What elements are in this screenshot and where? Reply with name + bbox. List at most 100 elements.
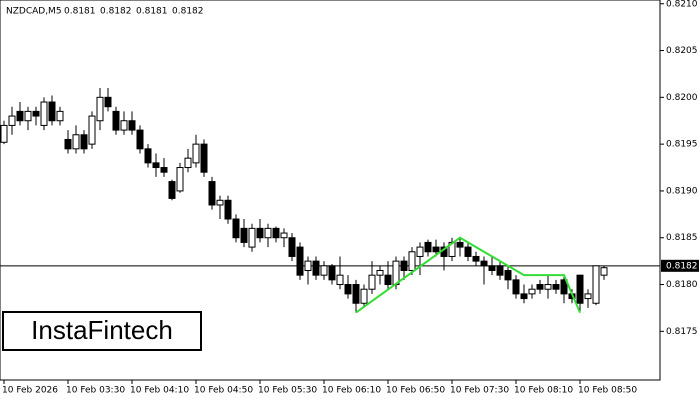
candle-body: [216, 199, 224, 206]
candle-body: [144, 148, 152, 164]
candle-body: [584, 293, 592, 300]
candle-body: [64, 138, 72, 150]
candle-body: [272, 227, 280, 239]
candle-body: [72, 134, 80, 150]
candle-body: [160, 167, 168, 173]
candle-body: [560, 279, 568, 295]
candle-body: [168, 181, 176, 199]
header-value: 0.8181: [136, 7, 168, 17]
candle-body: [536, 284, 544, 290]
candle-body: [80, 134, 88, 150]
candle-body: [304, 260, 312, 271]
candle-body: [312, 260, 320, 276]
pattern-line: [355, 236, 581, 314]
candle-body: [408, 251, 416, 271]
candle-body: [336, 274, 344, 286]
candle-body: [288, 237, 296, 257]
candle-body: [528, 288, 536, 295]
candle-body: [136, 129, 144, 150]
candle-body: [552, 284, 560, 290]
candle-body: [192, 143, 200, 164]
candle-body: [200, 143, 208, 173]
x-tick-label: 10 Feb 03:30: [66, 386, 125, 396]
x-tick-label: 10 Feb 05:30: [258, 386, 317, 396]
header-value: 0.8182: [172, 7, 204, 17]
candle-body: [432, 246, 440, 253]
candle-body: [248, 227, 256, 248]
candle-body: [96, 96, 104, 122]
candle-body: [472, 255, 480, 262]
candle-body: [56, 110, 64, 122]
candle-body: [48, 101, 56, 122]
x-tick-label: 10 Feb 06:50: [386, 386, 445, 396]
candle-body: [456, 241, 464, 248]
candle-body: [328, 265, 336, 281]
logo: InstaFintech: [31, 315, 173, 345]
candle-body: [176, 167, 184, 192]
y-tick-label: 0.8200: [666, 93, 698, 103]
candle-body: [464, 246, 472, 257]
candle-body: [384, 274, 392, 286]
candle-body: [392, 260, 400, 286]
candle-body: [24, 110, 32, 122]
y-tick-label: 0.8185: [666, 233, 698, 243]
candle-body: [264, 227, 272, 239]
candle-body: [520, 293, 528, 300]
y-tick-label: 0.8205: [666, 46, 698, 56]
candle-body: [104, 96, 112, 108]
candle-body: [8, 115, 16, 126]
y-tick-label: 0.8195: [666, 140, 698, 150]
candle-body: [600, 267, 608, 276]
candle-body: [40, 101, 48, 126]
y-tick-label: 0.8180: [666, 280, 698, 290]
x-tick-label: 10 Feb 07:30: [450, 386, 509, 396]
candle-body: [544, 284, 552, 290]
candle-body: [592, 265, 600, 304]
candle-body: [224, 199, 232, 220]
price-label: 0.8182: [666, 261, 698, 271]
header-value: 0.8182: [100, 7, 132, 17]
candle-body: [344, 284, 352, 295]
logo-box: [2, 311, 202, 351]
candle-body: [32, 110, 40, 117]
candle-body: [240, 227, 248, 243]
y-tick-label: 0.8210: [666, 0, 698, 9]
candle-body: [232, 218, 240, 239]
candle-body: [368, 274, 376, 290]
candle-body: [352, 284, 360, 304]
candle-body: [416, 246, 424, 257]
candle-body: [360, 288, 368, 304]
candle-body: [112, 110, 120, 131]
candle-body: [504, 269, 512, 281]
header-value: 0.8181: [64, 7, 96, 17]
candle-body: [296, 246, 304, 276]
x-tick-label: 10 Feb 2026: [2, 386, 58, 396]
candle-body: [480, 260, 488, 267]
x-tick-label: 10 Feb 08:50: [578, 386, 637, 396]
candle-body: [88, 115, 96, 145]
candle-body: [256, 227, 264, 239]
candle-body: [512, 279, 520, 295]
candle-body: [376, 269, 384, 276]
candle-body: [184, 157, 192, 169]
candle-body: [400, 260, 408, 271]
x-tick-label: 10 Feb 04:10: [130, 386, 189, 396]
x-tick-label: 10 Feb 04:50: [194, 386, 253, 396]
candle-body: [576, 274, 584, 304]
candle-body: [152, 162, 160, 169]
candle-body: [488, 265, 496, 271]
candle-body: [320, 265, 328, 276]
candle-body: [496, 265, 504, 276]
symbol: NZDCAD,M5: [6, 7, 62, 17]
candle-body: [128, 120, 136, 131]
x-tick-label: 10 Feb 08:10: [514, 386, 573, 396]
candle-body: [0, 124, 8, 143]
candle-body: [16, 110, 24, 122]
candle-body: [280, 232, 288, 239]
x-tick-label: 10 Feb 06:10: [322, 386, 381, 396]
y-tick-label: 0.8190: [666, 186, 698, 196]
price-label-box: [661, 259, 699, 272]
candle-body: [208, 181, 216, 206]
candle-body: [120, 120, 128, 131]
